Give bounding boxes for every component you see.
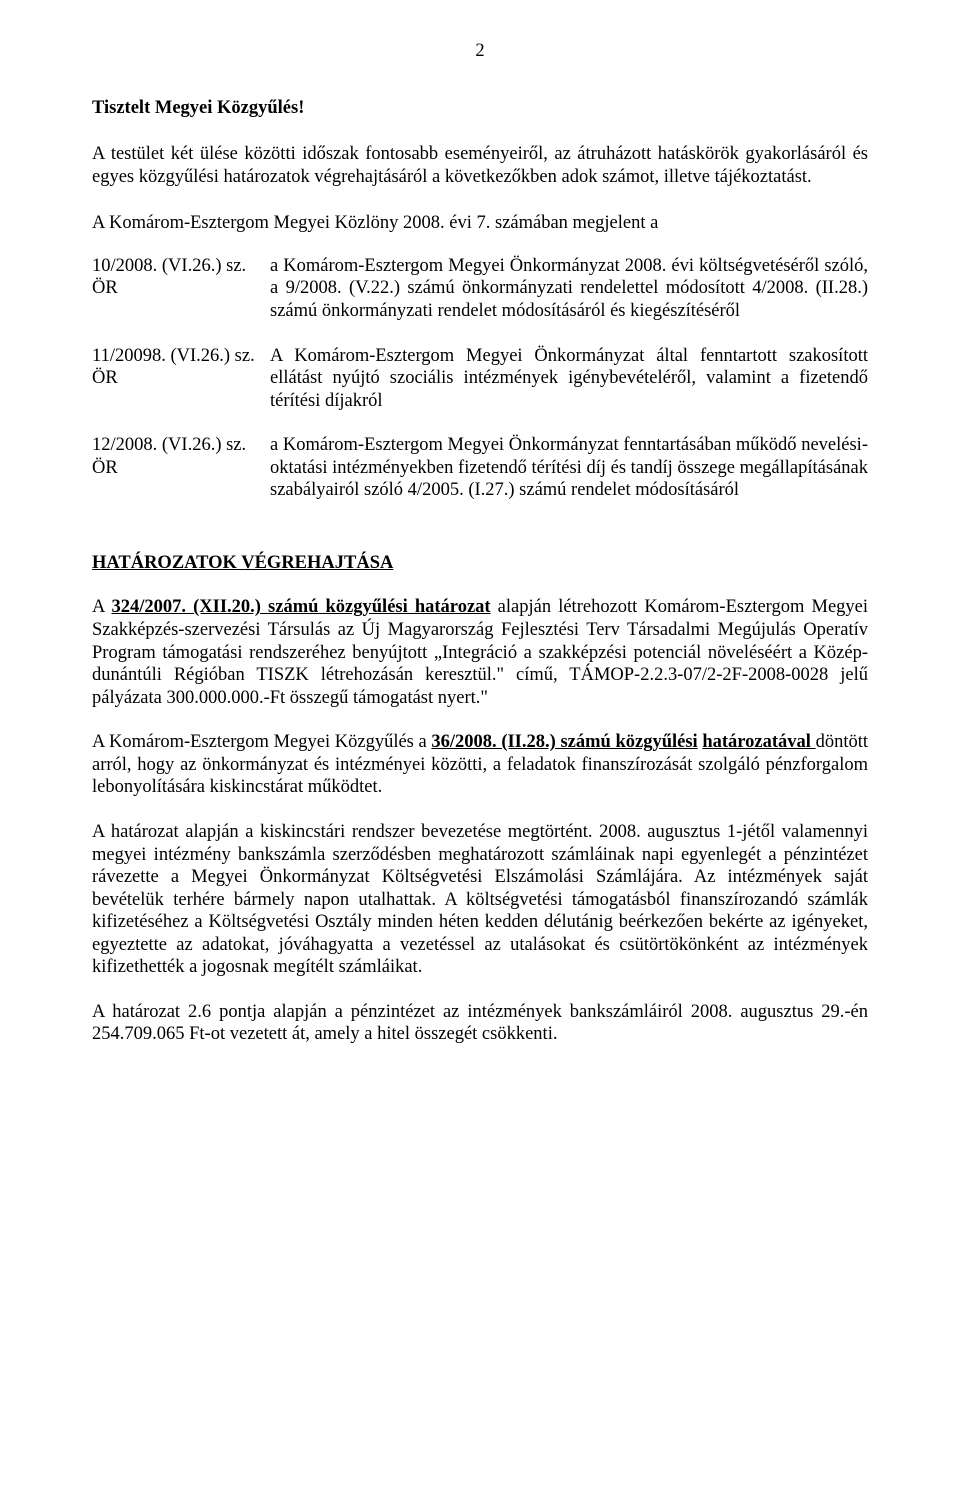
- paragraph: A határozat 2.6 pontja alapján a pénzint…: [92, 1001, 868, 1046]
- section-heading: HATÁROZATOK VÉGREHAJTÁSA: [92, 552, 868, 575]
- bold-underline-text: 36/2008. (II.28.) számú közgyűlési: [431, 732, 697, 752]
- reference-text: a Komárom-Esztergom Megyei Önkormányzat …: [270, 434, 868, 524]
- reference-text: A Komárom-Esztergom Megyei Önkormányzat …: [270, 345, 868, 435]
- paragraph: A határozat alapján a kiskincstári rends…: [92, 821, 868, 979]
- bold-underline-text: 324/2007. (XII.20.) számú közgyűlési hat…: [111, 597, 490, 617]
- reference-row: 10/2008. (VI.26.) sz. ÖR a Komárom-Eszte…: [92, 255, 868, 345]
- paragraph: A 324/2007. (XII.20.) számú közgyűlési h…: [92, 596, 868, 709]
- reference-row: 12/2008. (VI.26.) sz. ÖR a Komárom-Eszte…: [92, 434, 868, 524]
- text: A: [92, 597, 111, 617]
- paragraph: A Komárom-Esztergom Megyei Közgyűlés a 3…: [92, 731, 868, 799]
- bold-underline-text: határozatával: [702, 732, 815, 752]
- reference-table: 10/2008. (VI.26.) sz. ÖR a Komárom-Eszte…: [92, 255, 868, 524]
- sub-intro: A Komárom-Esztergom Megyei Közlöny 2008.…: [92, 212, 868, 235]
- reference-code: 11/20098. (VI.26.) sz. ÖR: [92, 345, 270, 435]
- salutation: Tisztelt Megyei Közgyűlés!: [92, 97, 868, 120]
- page-number: 2: [92, 40, 868, 63]
- reference-text: a Komárom-Esztergom Megyei Önkormányzat …: [270, 255, 868, 345]
- reference-code: 12/2008. (VI.26.) sz. ÖR: [92, 434, 270, 524]
- intro-paragraph: A testület két ülése közötti időszak fon…: [92, 143, 868, 188]
- reference-row: 11/20098. (VI.26.) sz. ÖR A Komárom-Eszt…: [92, 345, 868, 435]
- reference-code: 10/2008. (VI.26.) sz. ÖR: [92, 255, 270, 345]
- text: A Komárom-Esztergom Megyei Közgyűlés a: [92, 732, 431, 752]
